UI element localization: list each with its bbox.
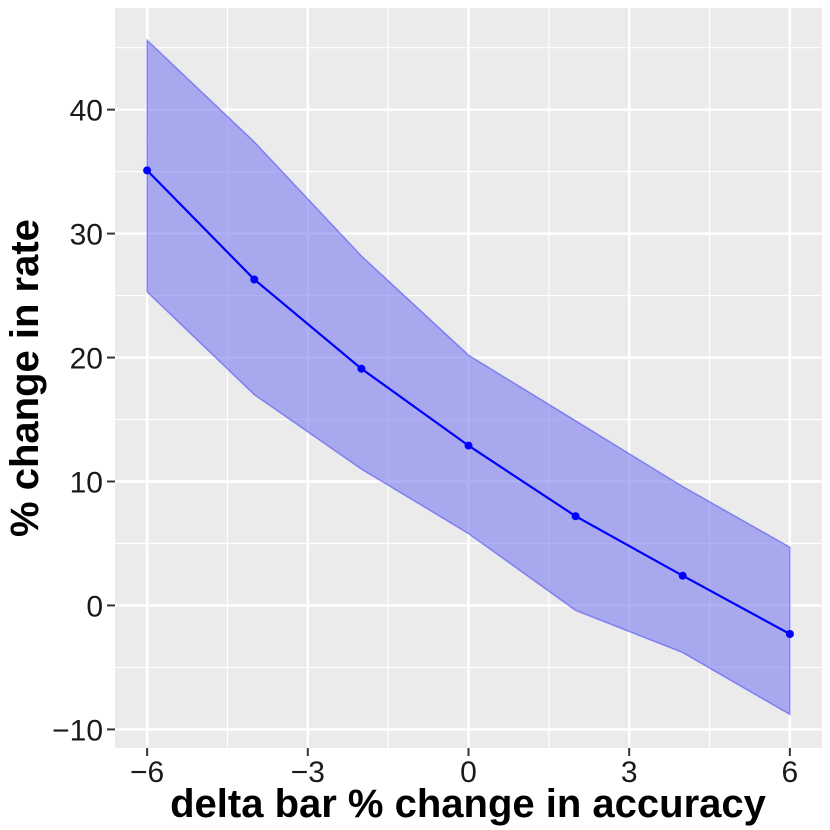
x-tick-label: 6 bbox=[782, 756, 799, 789]
data-point bbox=[357, 364, 366, 373]
x-tick-labels: −6 −3 0 3 6 bbox=[130, 756, 798, 789]
x-tick-label: 3 bbox=[621, 756, 638, 789]
major-grid bbox=[115, 8, 822, 748]
data-point bbox=[678, 571, 687, 580]
y-tick-label: −10 bbox=[52, 714, 103, 747]
y-tick-label: 20 bbox=[70, 343, 103, 376]
data-point bbox=[250, 275, 259, 284]
data-point bbox=[571, 512, 580, 521]
points-layer bbox=[143, 166, 794, 638]
x-tick-label: −6 bbox=[130, 756, 164, 789]
y-tick-label: 30 bbox=[70, 219, 103, 252]
x-axis-title: delta bar % change in accuracy bbox=[170, 782, 767, 826]
data-point bbox=[143, 166, 152, 175]
data-point bbox=[785, 630, 794, 638]
y-tick-labels: −10 0 10 20 30 40 bbox=[52, 95, 103, 748]
data-point bbox=[464, 441, 473, 450]
x-tick-label: 0 bbox=[460, 756, 477, 789]
y-tick-label: 0 bbox=[86, 590, 103, 623]
x-tick-label: −3 bbox=[291, 756, 325, 789]
y-tick-label: 10 bbox=[70, 467, 103, 500]
y-tick-label: 40 bbox=[70, 95, 103, 128]
y-axis-title: % change in rate bbox=[3, 219, 47, 537]
axis-ticks bbox=[107, 108, 791, 756]
